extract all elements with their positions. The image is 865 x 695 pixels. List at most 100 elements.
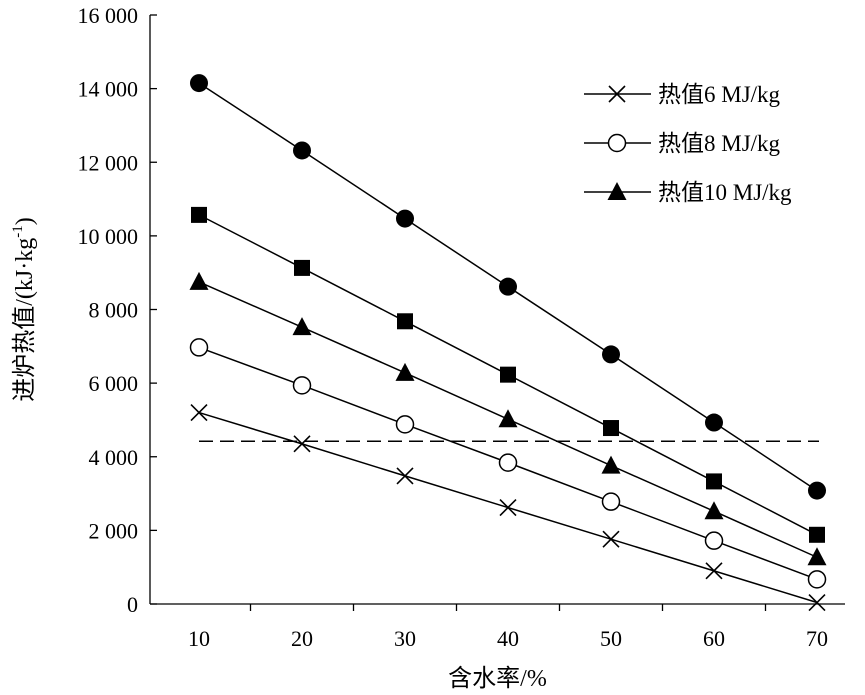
data-point-triangle <box>704 501 724 520</box>
square-marker <box>294 259 310 276</box>
data-point-circle-filled <box>808 481 826 500</box>
legend-label: 热值6 MJ/kg <box>658 82 781 107</box>
data-point-triangle <box>395 362 415 381</box>
data-point-circle-filled <box>705 413 723 432</box>
y-tick-label: 14 000 <box>78 77 139 102</box>
data-point-triangle <box>189 271 209 290</box>
data-point-circle-open <box>498 453 518 472</box>
data-point-circle-open <box>189 338 209 357</box>
y-tick-label: 4 000 <box>89 445 139 470</box>
data-point-square <box>397 313 413 330</box>
triangle-marker <box>607 182 627 200</box>
y-tick-label: 16 000 <box>78 3 139 28</box>
data-point-x <box>190 404 208 422</box>
x-axis-title: 含水率/% <box>448 665 547 692</box>
x-marker-stroke <box>705 562 723 580</box>
y-axis-title-main: 进炉热值/(kJ·kg <box>11 238 38 402</box>
x-tick-label: 30 <box>394 626 416 651</box>
x-tick-label: 40 <box>497 626 519 651</box>
series-3 <box>189 271 827 566</box>
filled-circle-marker <box>808 481 826 500</box>
data-point-x <box>499 498 517 517</box>
legend: 热值6 MJ/kg 热值8 MJ/kg 热值10 MJ/kg <box>584 82 792 205</box>
filled-circle-marker <box>705 413 723 432</box>
x-marker-stroke <box>293 435 311 453</box>
x-marker-stroke <box>602 530 620 548</box>
data-point-x <box>608 85 626 103</box>
x-tick-label: 50 <box>600 626 622 651</box>
x-tick-label: 10 <box>188 626 210 651</box>
data-point-circle-filled <box>293 141 311 160</box>
data-point-triangle <box>607 182 627 200</box>
legend-label: 热值10 MJ/kg <box>658 180 792 205</box>
y-axis-title-superscript: -1 <box>10 225 26 238</box>
data-point-circle-open <box>395 415 415 434</box>
triangle-marker <box>807 547 827 566</box>
series-5 <box>190 74 826 500</box>
data-point-square <box>603 420 619 437</box>
x-marker-stroke <box>608 85 626 103</box>
data-point-circle-filled <box>602 345 620 364</box>
square-marker <box>397 313 413 330</box>
filled-circle-marker <box>293 141 311 160</box>
data-point-circle-open <box>292 376 312 395</box>
y-axis-title: 进炉热值/(kJ·kg-1) <box>10 217 38 402</box>
y-tick-label: 10 000 <box>78 224 139 249</box>
x-tick-label: 20 <box>291 626 313 651</box>
data-point-x <box>808 593 826 612</box>
y-tick-label: 2 000 <box>89 518 139 543</box>
data-point-square <box>706 473 722 490</box>
data-point-circle-open <box>807 570 827 589</box>
open-circle-marker <box>601 492 621 511</box>
triangle-marker <box>292 317 312 336</box>
open-circle-marker <box>292 376 312 395</box>
legend-item: 热值10 MJ/kg <box>584 180 792 205</box>
y-tick-label: 0 <box>127 592 138 617</box>
data-point-circle-open <box>704 531 724 550</box>
open-circle-marker <box>807 570 827 589</box>
filled-circle-marker <box>190 74 208 93</box>
data-point-square <box>809 526 825 543</box>
data-point-circle-open <box>601 492 621 511</box>
legend-item: 热值8 MJ/kg <box>584 131 781 156</box>
x-tick-label: 70 <box>806 626 828 651</box>
open-circle-marker <box>395 415 415 434</box>
filled-circle-marker <box>602 345 620 364</box>
open-circle-marker <box>607 133 627 153</box>
open-circle-marker <box>498 453 518 472</box>
series-2 <box>189 338 827 589</box>
legend-item: 热值6 MJ/kg <box>584 82 781 107</box>
data-point-square <box>500 366 516 383</box>
data-point-triangle <box>807 547 827 566</box>
triangle-marker <box>498 409 518 428</box>
data-point-x <box>293 435 311 453</box>
square-marker <box>603 420 619 437</box>
series-1 <box>190 404 826 612</box>
x-marker-stroke <box>808 593 826 612</box>
filled-circle-marker <box>499 277 517 296</box>
square-marker <box>500 366 516 383</box>
data-point-circle-open <box>607 133 627 153</box>
data-point-circle-filled <box>190 74 208 93</box>
x-marker-stroke <box>190 404 208 422</box>
y-tick-label: 8 000 <box>89 298 139 323</box>
square-marker <box>191 206 207 223</box>
series-layer <box>189 74 827 612</box>
axes: 0 2 000 4 000 6 000 8 000 10 000 12 000 14 000 1… <box>78 3 845 651</box>
legend-label: 热值8 MJ/kg <box>658 131 781 156</box>
x-marker-stroke <box>499 498 517 517</box>
y-tick-label: 12 000 <box>78 150 139 175</box>
filled-circle-marker <box>396 209 414 228</box>
open-circle-marker <box>189 338 209 357</box>
triangle-marker <box>189 271 209 290</box>
square-marker <box>809 526 825 543</box>
x-marker-stroke <box>396 467 414 485</box>
data-point-circle-filled <box>499 277 517 296</box>
data-point-circle-filled <box>396 209 414 228</box>
triangle-marker <box>601 455 621 474</box>
data-point-x <box>705 562 723 580</box>
triangle-marker <box>704 501 724 520</box>
open-circle-marker <box>704 531 724 550</box>
triangle-marker <box>395 362 415 381</box>
